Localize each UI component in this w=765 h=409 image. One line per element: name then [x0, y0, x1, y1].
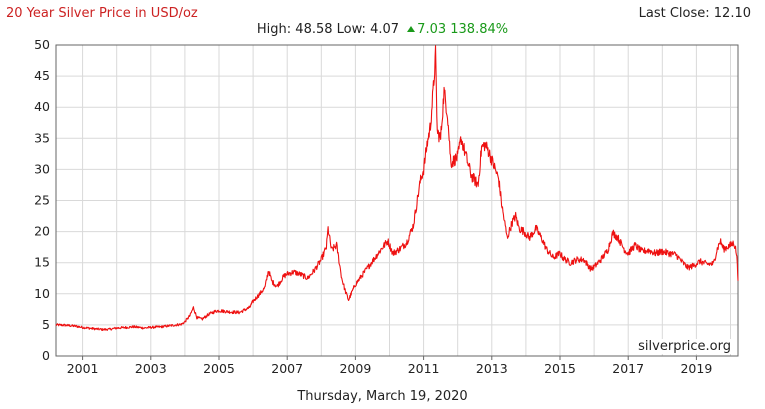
- x-tick-label: 2005: [203, 361, 235, 376]
- high-value: 48.58: [295, 22, 333, 37]
- source-watermark: silverprice.org: [636, 339, 733, 354]
- y-tick-label: 50: [34, 37, 50, 52]
- y-tick-label: 25: [34, 193, 50, 208]
- price-line: [55, 45, 739, 332]
- x-tick-label: 2007: [271, 361, 303, 376]
- up-arrow-icon: [407, 26, 416, 32]
- last-close: Last Close: 12.10: [639, 6, 751, 21]
- chart-date: Thursday, March 19, 2020: [297, 389, 468, 404]
- x-tick-label: 2019: [680, 361, 712, 376]
- y-tick-label: 30: [34, 161, 50, 176]
- plot-frame: [55, 44, 739, 357]
- x-tick-label: 2017: [612, 361, 644, 376]
- x-tick-label: 2011: [408, 361, 440, 376]
- y-tick-label: 5: [42, 317, 50, 332]
- low-value: 4.07: [370, 22, 400, 37]
- chart-title: 20 Year Silver Price in USD/oz: [6, 6, 198, 21]
- y-tick-label: 10: [34, 286, 50, 301]
- x-tick-label: 2001: [67, 361, 99, 376]
- x-tick-label: 2009: [339, 361, 371, 376]
- change-value: 7.03: [417, 22, 447, 37]
- change-percent: 138.84%: [450, 22, 509, 37]
- y-tick-label: 15: [34, 255, 50, 270]
- y-tick-label: 0: [42, 348, 50, 363]
- price-stats: High: 48.58 Low: 4.07 7.03 138.84%: [0, 22, 765, 37]
- y-tick-label: 20: [34, 224, 50, 239]
- last-close-label: Last Close:: [638, 6, 710, 21]
- y-tick-label: 35: [34, 130, 50, 145]
- y-tick-label: 45: [34, 68, 50, 83]
- x-tick-label: 2003: [135, 361, 167, 376]
- low-label: Low:: [336, 22, 366, 37]
- x-tick-label: 2015: [544, 361, 576, 376]
- y-tick-label: 40: [34, 99, 50, 114]
- last-close-value: 12.10: [713, 6, 751, 21]
- x-tick-label: 2013: [476, 361, 508, 376]
- high-label: High:: [256, 22, 292, 37]
